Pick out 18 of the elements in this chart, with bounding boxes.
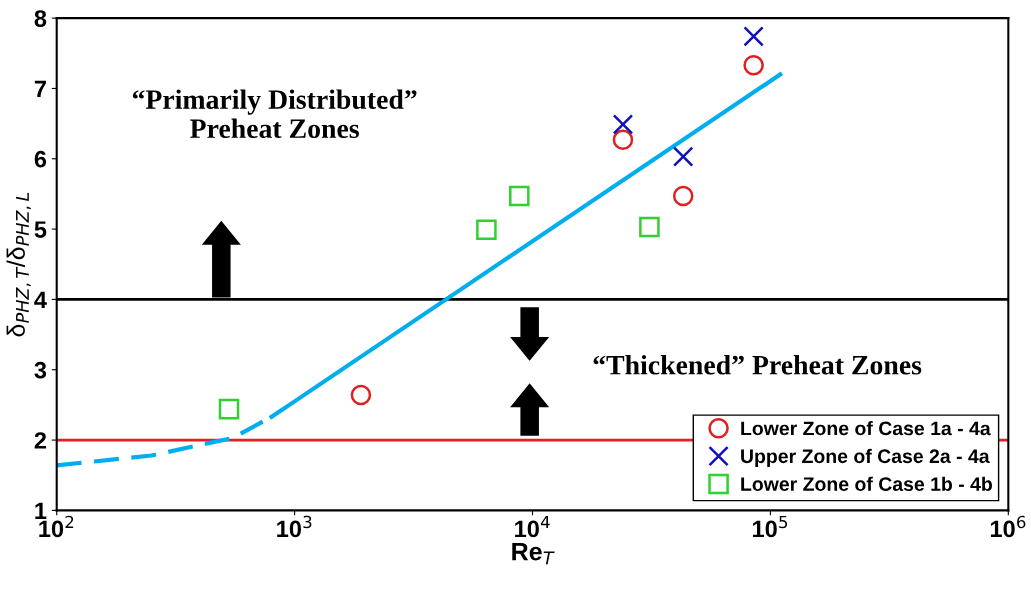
y-tick-label: 2 [34, 432, 47, 449]
x-tick-label: 10$^{3}$ [277, 515, 312, 538]
x-tick-label: 10$^{4}$ [515, 515, 550, 538]
y-tick-label: 8 [34, 10, 47, 27]
legend-label: Lower Zone of Case 1b - 4b [741, 476, 992, 491]
y-tick-label: 5 [34, 221, 47, 238]
y-tick-label: 4 [34, 291, 47, 308]
x-tick-label: 10$^{6}$ [990, 515, 1026, 538]
y-tick-label: 3 [34, 361, 47, 379]
y-axis-title: δ$_{PHZ,T}$/δ$_{PHZ,L}$ [6, 192, 31, 337]
legend-label: Lower Zone of Case 1a - 4a [741, 421, 991, 436]
x-axis-title: Re$_{T}$ [512, 542, 555, 565]
annotation: “Primarily Distributed” Preheat Zones [132, 89, 417, 139]
annotation: “Thickened” Preheat Zones [593, 355, 922, 375]
y-tick-label: 7 [34, 80, 46, 97]
legend-label: Upper Zone of Case 2a - 4a [741, 448, 990, 467]
y-tick-label: 6 [34, 150, 47, 168]
x-tick-label: 10$^{5}$ [753, 515, 788, 538]
